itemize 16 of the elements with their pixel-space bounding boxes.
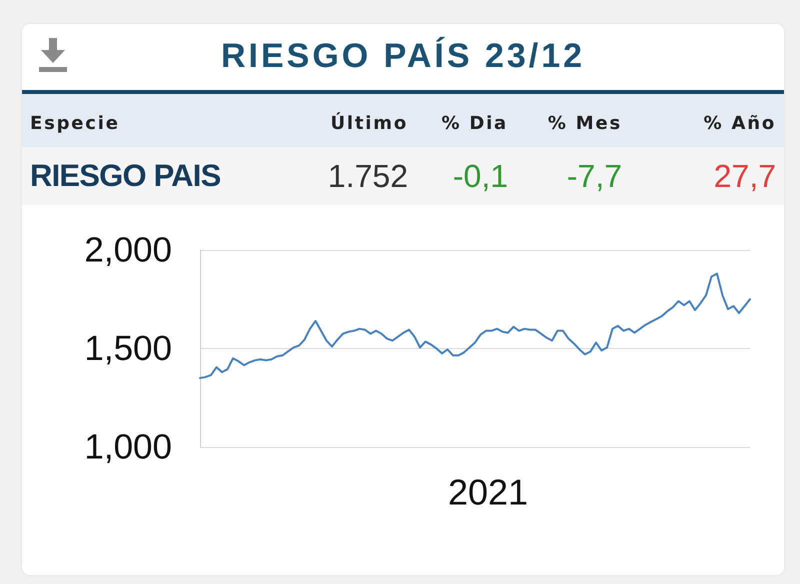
data-label: 1.752 [328, 158, 408, 194]
category-label: Especie [30, 112, 120, 136]
text: RIESGO PAÍS 23/12 [220, 36, 586, 77]
y-tick-label: 1,000 [84, 428, 172, 466]
category-label: % Dia [441, 112, 508, 136]
category-label: % Año [704, 112, 776, 136]
y-tick-label: 2,000 [84, 230, 172, 270]
data-label: -7,7 [566, 158, 622, 194]
category-label: % Mes [548, 112, 622, 136]
category-label: Último [330, 111, 408, 136]
line-series [199, 272, 751, 380]
data-label: -0,1 [452, 158, 508, 194]
series-label: RIESGO PAIS [30, 158, 220, 194]
data-label: 27,7 [714, 158, 776, 194]
x-axis-title: 2021 [448, 472, 528, 512]
y-tick-label: 1,500 [84, 329, 172, 368]
